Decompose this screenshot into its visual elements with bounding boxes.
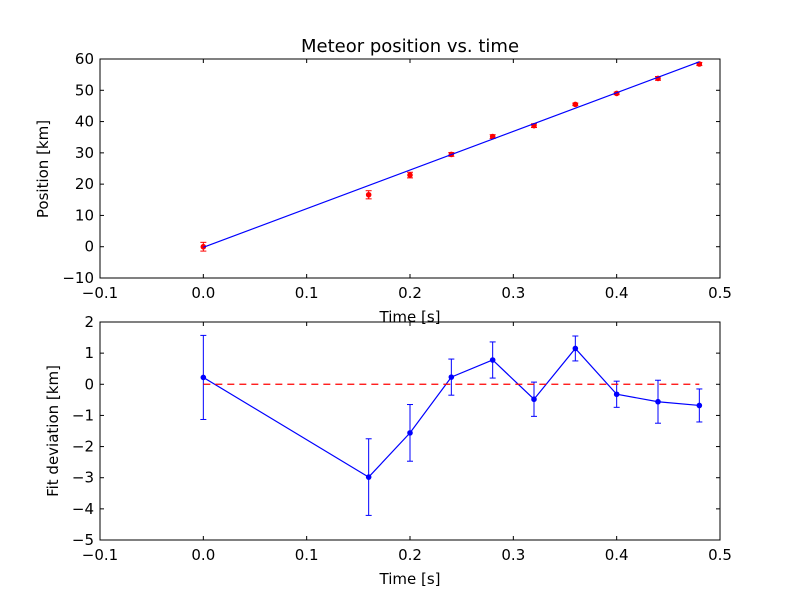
data-point xyxy=(448,374,455,380)
fit-line xyxy=(203,61,700,248)
deviation-plot-ytick-label: −1 xyxy=(72,406,94,424)
position-plot-xtick-label: 0.0 xyxy=(191,284,215,302)
data-point xyxy=(531,396,537,403)
deviation-plot-xlabel: Time [s] xyxy=(379,570,441,588)
deviation-plot-ytick-label: 2 xyxy=(84,313,94,331)
deviation-line xyxy=(203,347,700,478)
deviation-plot-xtick-label: 0.5 xyxy=(708,546,732,564)
position-plot-title: Meteor position vs. time xyxy=(301,36,519,57)
position-plot-ytick-label: −10 xyxy=(62,269,94,287)
deviation-plot-ticks: −0.1 0.0 0.1 0.2 0.3 0.4 0.5 −5 −4 −3 −2 −1 0 1 2 xyxy=(72,313,732,564)
position-plot-xtick-label: 0.1 xyxy=(295,284,319,302)
deviation-plot-ytick-label: −5 xyxy=(72,531,94,549)
deviation-plot-xtick-label: 0.2 xyxy=(398,546,422,564)
data-point xyxy=(200,374,207,381)
deviation-plot-xtick-label: 0.3 xyxy=(501,546,525,564)
position-plot-ytick-label: 60 xyxy=(75,50,94,68)
data-point xyxy=(365,474,372,480)
deviation-plot-ytick-label: 0 xyxy=(84,375,94,393)
deviation-plot-marks xyxy=(200,334,703,516)
data-point xyxy=(696,402,703,409)
position-plot: Meteor position vs. time −0.1 0.0 0.1 0.2 0.… xyxy=(34,36,732,326)
position-plot-ytick-label: 20 xyxy=(75,175,94,193)
position-plot-ylabel: Position [km] xyxy=(34,120,52,218)
position-plot-ytick-label: 50 xyxy=(75,81,94,99)
position-plot-xtick-label: 0.2 xyxy=(398,284,422,302)
position-plot-marks xyxy=(200,61,703,252)
position-plot-xtick-label: 0.5 xyxy=(708,284,732,302)
data-point xyxy=(407,430,413,436)
deviation-plot-ytick-label: −3 xyxy=(72,469,94,487)
data-point xyxy=(365,191,372,198)
data-point xyxy=(655,398,661,405)
deviation-plot-ytick-label: −2 xyxy=(72,438,94,456)
position-plot-ytick-label: 40 xyxy=(75,113,94,131)
deviation-plot-ylabel: Fit deviation [km] xyxy=(44,365,62,497)
position-plot-xtick-label: −0.1 xyxy=(82,284,118,302)
deviation-plot: −0.1 0.0 0.1 0.2 0.3 0.4 0.5 −5 −4 −3 −2 −1 0 1 2 Time… xyxy=(44,313,732,588)
data-point xyxy=(572,101,579,108)
data-point xyxy=(407,172,413,178)
position-plot-ytick-label: 10 xyxy=(75,206,94,224)
deviation-plot-xtick-label: 0.4 xyxy=(605,546,629,564)
position-plot-xtick-label: 0.4 xyxy=(605,284,629,302)
deviation-plot-xtick-label: 0.0 xyxy=(191,546,215,564)
position-plot-ytick-label: 0 xyxy=(84,238,94,256)
deviation-plot-xtick-label: −0.1 xyxy=(82,546,118,564)
position-plot-ytick-label: 30 xyxy=(75,144,94,162)
data-point xyxy=(613,391,620,398)
position-plot-ticks: −0.1 0.0 0.1 0.2 0.3 0.4 0.5 −10 0 10 20 30 40 50 60 xyxy=(62,50,732,302)
deviation-plot-ytick-label: −4 xyxy=(72,500,94,518)
data-point xyxy=(572,345,579,352)
data-point xyxy=(489,357,496,363)
deviation-plot-xtick-label: 0.1 xyxy=(295,546,319,564)
position-plot-xtick-label: 0.3 xyxy=(501,284,525,302)
deviation-plot-ytick-label: 1 xyxy=(84,344,94,362)
